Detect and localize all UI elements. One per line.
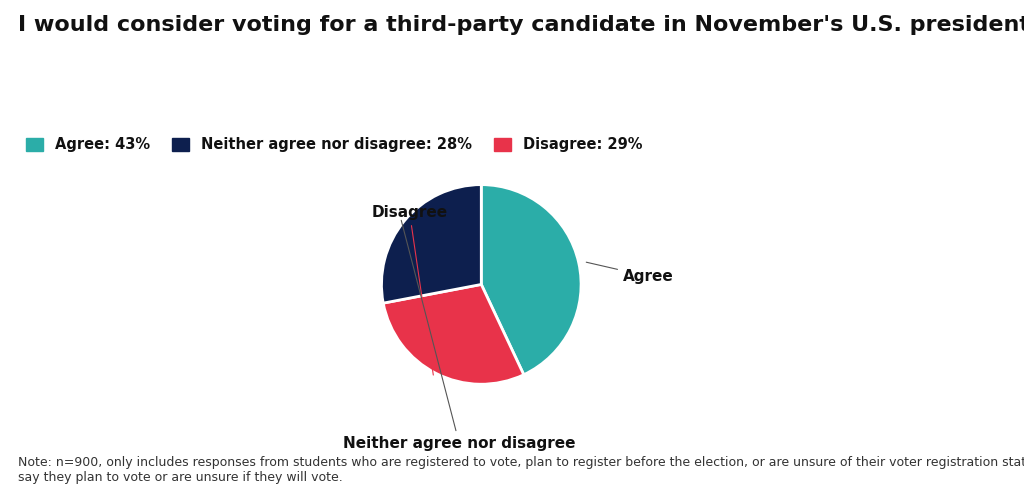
Text: Note: n=900, only includes responses from students who are registered to vote, p: Note: n=900, only includes responses fro… [18, 456, 1024, 484]
Legend: Agree: 43%, Neither agree nor disagree: 28%, Disagree: 29%: Agree: 43%, Neither agree nor disagree: … [26, 137, 643, 152]
Wedge shape [382, 185, 481, 303]
Text: I would consider voting for a third-party candidate in November's U.S. president: I would consider voting for a third-part… [18, 15, 1024, 35]
Text: Disagree: Disagree [372, 205, 447, 375]
Text: Neither agree nor disagree: Neither agree nor disagree [343, 221, 575, 451]
Wedge shape [383, 284, 523, 384]
Text: Agree: Agree [587, 262, 674, 284]
Wedge shape [481, 185, 581, 375]
